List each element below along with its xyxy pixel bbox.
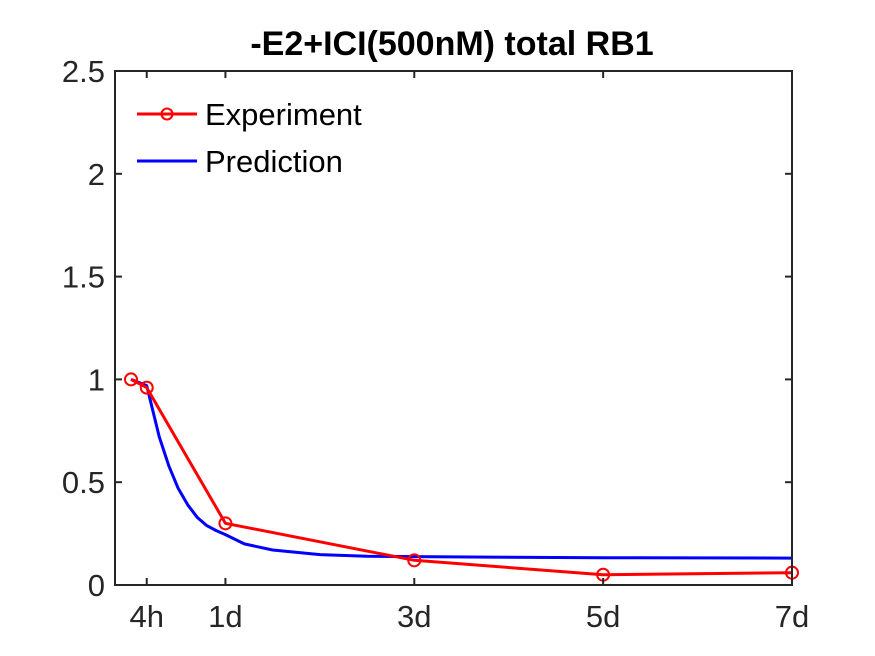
x-tick-label-2: 3d [397,599,431,634]
y-tick-label-4: 2 [88,157,105,192]
legend-experiment-marker [160,107,174,121]
y-tick-label-5: 2.5 [62,54,105,89]
legend-experiment-label: Experiment [205,97,362,132]
series-line-experiment [130,378,793,577]
data-point-experiment-3 [407,553,422,568]
axes-box [114,70,793,586]
x-tick-label-4: 7d [775,599,809,634]
x-tick-label-1: 1d [208,599,242,634]
legend: Experiment Prediction [137,97,362,179]
y-tick-label-1: 0.5 [62,465,105,500]
x-tick-label-3: 5d [586,599,620,634]
legend-prediction-label: Prediction [205,144,343,179]
chart-title: -E2+ICI(500nM) total RB1 [250,25,653,63]
data-point-experiment-1 [139,380,154,395]
y-tick-label-0: 0 [88,568,105,603]
x-tick-label-0: 4h [129,599,163,634]
y-tick-label-2: 1 [88,362,105,397]
data-point-experiment-2 [218,516,233,531]
series-line-prediction [130,378,793,560]
y-tick-label-3: 1.5 [62,260,105,295]
data-point-experiment-0 [124,372,138,387]
